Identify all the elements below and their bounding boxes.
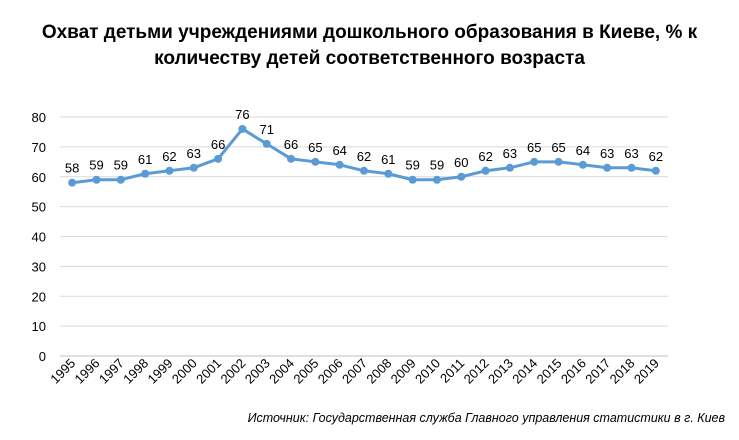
x-tick-label: 2000 [169,356,200,387]
x-tick-label: 2006 [315,356,346,387]
y-tick-label: 70 [32,140,46,155]
data-point [311,157,320,166]
data-labels: 58 59 59 61 62 63 66 76 71 66 65 64 62 61 59 59 60 62 63 65… [65,107,663,176]
y-tick-label: 50 [32,200,46,215]
data-label: 63 [600,146,614,161]
x-tick-label: 1999 [145,356,176,387]
y-tick-label: 80 [32,110,46,125]
x-tick-label: 2014 [509,356,540,387]
data-point [627,163,636,172]
gridlines [60,116,668,357]
y-tick-label: 30 [32,259,46,274]
data-label: 58 [65,161,79,176]
data-point [141,169,150,178]
data-label: 71 [259,122,273,137]
data-label: 65 [308,140,322,155]
data-label: 76 [235,107,249,122]
series-group [68,124,660,187]
data-label: 63 [503,146,517,161]
x-tick-label: 2013 [485,356,516,387]
data-point [530,157,539,166]
data-label: 59 [89,158,103,173]
data-point [603,163,612,172]
data-label: 59 [405,158,419,173]
x-tick-label: 2012 [461,356,492,387]
data-point [481,166,490,175]
y-axis-tick-labels: 0 10 20 30 40 50 60 70 80 [32,110,46,364]
data-point [335,160,344,169]
data-point [578,160,587,169]
data-point [408,175,417,184]
x-tick-label: 2010 [412,356,443,387]
data-label: 61 [138,152,152,167]
x-tick-label: 1998 [120,356,151,387]
data-label: 64 [332,143,346,158]
x-tick-label: 2007 [339,356,370,387]
x-tick-label: 1995 [47,356,78,387]
x-axis-tick-labels: 1995199619971998199920002001200220032004… [47,356,662,387]
data-point [165,166,174,175]
data-label: 63 [624,146,638,161]
data-point [384,169,393,178]
data-label: 65 [527,140,541,155]
x-tick-label: 2004 [266,356,297,387]
x-tick-label: 2008 [363,356,394,387]
data-point [214,154,223,163]
x-tick-label: 2001 [193,356,224,387]
y-tick-label: 60 [32,170,46,185]
data-point [238,124,247,133]
data-label: 66 [284,137,298,152]
x-tick-label: 2003 [242,356,273,387]
data-point [651,166,660,175]
x-tick-label: 1996 [72,356,103,387]
x-tick-label: 2011 [437,356,467,386]
data-label: 65 [551,140,565,155]
data-point [360,166,368,175]
data-point [92,175,101,184]
x-tick-label: 2018 [607,356,638,387]
data-point [554,157,563,166]
data-point [432,175,441,184]
y-tick-label: 0 [39,349,46,364]
data-label: 61 [381,152,395,167]
data-point [287,154,296,163]
x-tick-label: 2019 [631,356,662,387]
data-label: 60 [454,155,468,170]
data-point [505,163,514,172]
data-label: 62 [162,149,176,164]
y-tick-label: 20 [32,289,46,304]
data-label: 59 [430,158,444,173]
x-tick-label: 2015 [534,356,565,387]
chart-title-line-2: количеству детей соответственного возрас… [154,48,585,69]
y-tick-label: 10 [32,319,46,334]
data-label: 62 [649,149,663,164]
x-tick-label: 2002 [217,356,248,387]
data-point [116,175,125,184]
chart-title: Охват детьми учреждениями дошкольного об… [0,20,739,72]
source-note: Источник: Государственная служба Главног… [247,411,725,425]
data-point [68,178,77,187]
x-tick-label: 2009 [388,356,419,387]
data-label: 62 [357,149,371,164]
data-label: 66 [211,137,225,152]
data-label: 62 [478,149,492,164]
data-label: 64 [576,143,590,158]
data-point [262,139,271,148]
y-tick-label: 40 [32,230,46,245]
data-point [457,172,466,181]
data-label: 59 [114,158,128,173]
chart-title-line-1: Охват детьми учреждениями дошкольного об… [41,22,698,43]
x-tick-label: 2017 [582,356,613,387]
data-label: 63 [187,146,201,161]
x-tick-label: 2016 [558,356,589,387]
x-tick-label: 1997 [96,356,127,387]
data-point [189,163,198,172]
x-tick-label: 2005 [290,356,321,387]
